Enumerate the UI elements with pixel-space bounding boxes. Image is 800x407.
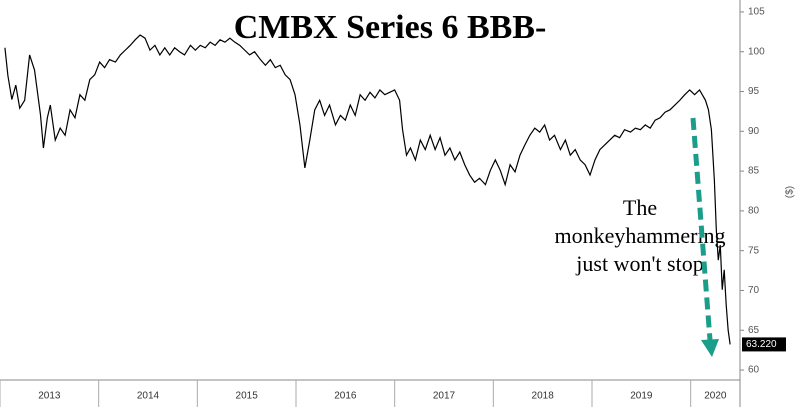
x-tick-label: 2015 (236, 391, 259, 402)
annotation: The (623, 195, 657, 220)
x-tick-label: 2017 (433, 391, 456, 402)
x-tick-label: 2020 (704, 391, 727, 402)
y-axis-label: ($) (785, 186, 796, 198)
y-tick-label: 85 (748, 166, 760, 177)
y-tick-label: 70 (748, 285, 760, 296)
x-tick-label: 2018 (532, 391, 555, 402)
y-tick-label: 75 (748, 245, 760, 256)
annotation: monkeyhammering (554, 223, 725, 248)
price-line (4, 34, 731, 345)
y-tick-label: 65 (748, 325, 760, 336)
last-value-box (742, 337, 786, 352)
arrow (690, 117, 713, 341)
x-tick-label: 2016 (334, 391, 357, 402)
y-tick-label: 60 (748, 365, 760, 376)
y-tick-label: 80 (748, 206, 760, 217)
x-tick-label: 2019 (630, 391, 653, 402)
annotation: just won't stop (575, 251, 703, 276)
chart-title: CMBX Series 6 BBB- (234, 9, 547, 46)
y-tick-label: 95 (748, 86, 760, 97)
y-tick-label: 100 (748, 46, 765, 57)
last-value-label: 63.220 (746, 339, 777, 350)
y-tick-label: 105 (748, 7, 765, 18)
x-tick-label: 2013 (38, 391, 61, 402)
arrow-head (701, 339, 719, 357)
x-tick-label: 2014 (137, 391, 160, 402)
y-tick-label: 90 (748, 126, 760, 137)
